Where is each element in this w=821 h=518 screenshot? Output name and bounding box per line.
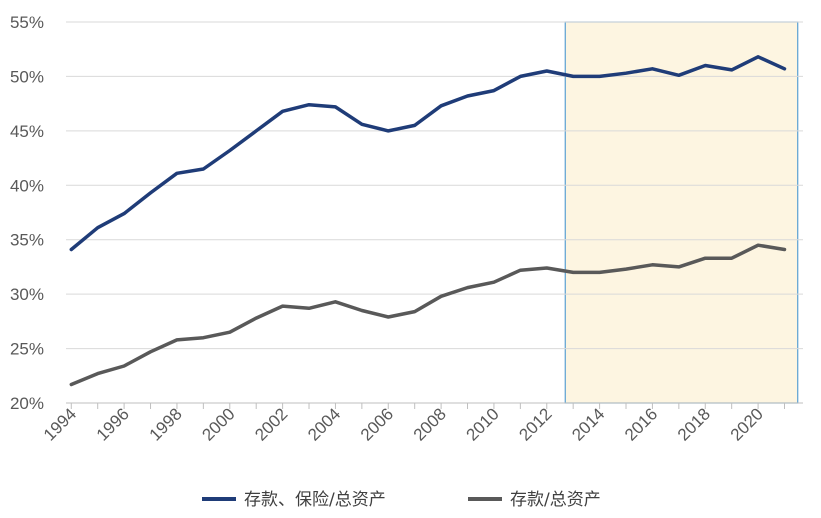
y-tick-label: 30% [10, 285, 44, 304]
x-tick-label: 2010 [463, 404, 503, 444]
series-line-2 [69, 243, 787, 387]
x-tick-label: 2000 [198, 404, 238, 444]
y-tick-label: 45% [10, 122, 44, 141]
x-tick-label: 2004 [304, 404, 344, 444]
series-line-1 [69, 55, 787, 252]
x-tick-label: 2002 [251, 404, 291, 444]
x-tick-label: 2008 [410, 404, 450, 444]
series-layer [69, 55, 787, 387]
x-tick-labels: 1994 1996 1998 2000 2002 2004 2006 2008 2010 2012… [40, 404, 767, 444]
y-tick-label: 40% [10, 176, 44, 195]
x-tick-label: 1998 [146, 404, 186, 444]
watermark-text: 光述Lightell [686, 471, 782, 491]
x-tick-label: 2006 [357, 404, 397, 444]
x-tick-label: 2016 [621, 404, 661, 444]
y-tick-label: 35% [10, 231, 44, 250]
x-tick-label: 1996 [93, 404, 133, 444]
x-tick-label: 2018 [674, 404, 714, 444]
y-axis: 20% 25% 30% 35% 40% 45% 50% 55% [10, 13, 44, 413]
x-tick-label: 1994 [40, 404, 80, 444]
wechat-icon [649, 468, 682, 494]
grid-layer [66, 21, 803, 350]
legend-label-series-1: 存款、保险/总资产 [244, 490, 386, 510]
watermark: 光述Lightell [649, 468, 782, 494]
x-tick-label: 2012 [515, 404, 555, 444]
y-tick-label: 55% [10, 13, 44, 32]
y-tick-label: 20% [10, 394, 44, 413]
highlight-region [564, 21, 799, 404]
x-tick-label: 2020 [727, 404, 767, 444]
highlight-layer [564, 21, 799, 404]
x-axis [66, 402, 803, 409]
legend: 存款、保险/总资产 存款/总资产 [202, 490, 601, 510]
x-tick-label: 2014 [568, 404, 608, 444]
y-tick-label: 25% [10, 340, 44, 359]
y-tick-label: 50% [10, 67, 44, 86]
legend-label-series-2: 存款/总资产 [510, 490, 601, 510]
